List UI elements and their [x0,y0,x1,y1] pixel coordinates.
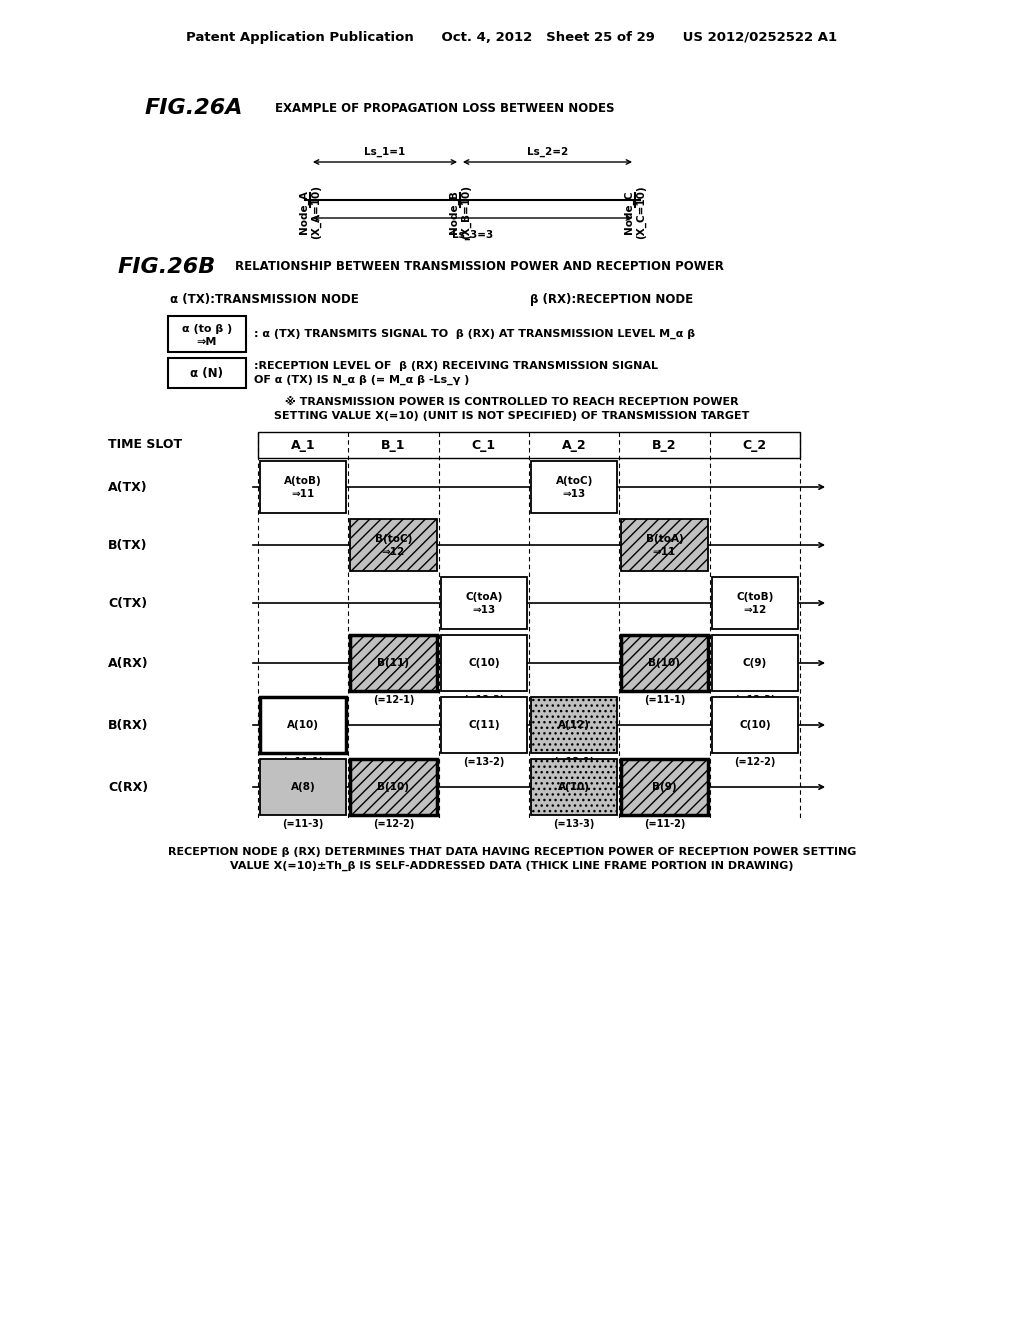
Text: (=11-2): (=11-2) [644,818,685,829]
Text: B(TX): B(TX) [108,539,147,552]
Bar [531,697,617,752]
Bar [712,577,798,630]
Text: SETTING VALUE X(=10) (UNIT IS NOT SPECIFIED) OF TRANSMISSION TARGET: SETTING VALUE X(=10) (UNIT IS NOT SPECIF… [274,411,750,421]
Text: ⇒M: ⇒M [197,337,217,347]
Text: B(10): B(10) [648,657,681,668]
Text: B(toA): B(toA) [645,535,683,544]
Bar [168,358,246,388]
Text: B_1: B_1 [381,438,406,451]
Text: (=12-2): (=12-2) [373,818,414,829]
Text: A(10): A(10) [558,781,590,792]
Text: (=12-2): (=12-2) [734,756,775,767]
Text: C(RX): C(RX) [108,780,148,793]
Text: A(RX): A(RX) [108,656,148,669]
Text: A(10): A(10) [287,719,319,730]
Text: : α (TX) TRANSMITS SIGNAL TO  β (RX) AT TRANSMISSION LEVEL M_α β: : α (TX) TRANSMITS SIGNAL TO β (RX) AT T… [254,329,695,339]
Bar [350,759,436,814]
Text: C_2: C_2 [742,438,767,451]
Text: B(10): B(10) [378,781,410,792]
Text: (=12-3): (=12-3) [734,696,775,705]
Bar [350,519,436,572]
Text: (=13-1): (=13-1) [554,756,595,767]
Bar [440,635,527,690]
Bar [260,461,346,513]
Bar [622,519,708,572]
Bar [350,635,436,690]
Bar [260,697,346,752]
Text: C(10): C(10) [739,719,771,730]
Text: :RECEPTION LEVEL OF  β (RX) RECEIVING TRANSMISSION SIGNAL: :RECEPTION LEVEL OF β (RX) RECEIVING TRA… [254,360,658,371]
Text: TIME SLOT: TIME SLOT [108,438,182,451]
Text: β (RX):RECEPTION NODE: β (RX):RECEPTION NODE [530,293,693,306]
Text: B_2: B_2 [652,438,677,451]
Bar [712,635,798,690]
Text: ⇒11: ⇒11 [292,488,314,499]
Bar [622,635,708,690]
Bar [260,759,346,814]
Text: A(toC): A(toC) [555,477,593,486]
Text: (=13-2): (=13-2) [463,756,505,767]
Text: ⇒13: ⇒13 [472,605,496,615]
Text: ⇒12: ⇒12 [382,546,406,557]
Text: FIG.26A: FIG.26A [145,98,244,117]
Bar [168,315,246,352]
Bar [440,577,527,630]
Text: B(toC): B(toC) [375,535,413,544]
Text: ⇒12: ⇒12 [743,605,766,615]
Bar [440,697,527,752]
Bar [622,759,708,814]
Text: A(12): A(12) [558,719,590,730]
Text: C(TX): C(TX) [108,597,147,610]
Text: (=13-3): (=13-3) [463,696,505,705]
Text: (=11-1): (=11-1) [644,696,685,705]
Text: RECEPTION NODE β (RX) DETERMINES THAT DATA HAVING RECEPTION POWER OF RECEPTION P: RECEPTION NODE β (RX) DETERMINES THAT DA… [168,847,856,857]
Text: C(10): C(10) [468,657,500,668]
Text: Patent Application Publication      Oct. 4, 2012   Sheet 25 of 29      US 2012/0: Patent Application Publication Oct. 4, 2… [186,32,838,45]
Text: C(toA): C(toA) [465,591,503,602]
Text: Node_A
(X_A=10): Node_A (X_A=10) [299,185,322,239]
Bar [712,697,798,752]
Text: C_1: C_1 [472,438,496,451]
Text: Node_B
(X_B=10): Node_B (X_B=10) [449,185,471,239]
Text: A(TX): A(TX) [108,480,147,494]
Bar [531,461,617,513]
Text: A(toB): A(toB) [285,477,322,486]
Text: B(11): B(11) [378,657,410,668]
Text: Node_C
(X_C=10): Node_C (X_C=10) [624,185,646,239]
Text: α (to β ): α (to β ) [182,323,232,334]
Text: (=11-1): (=11-1) [283,756,324,767]
Text: A_2: A_2 [562,438,587,451]
Text: (=12-1): (=12-1) [373,696,414,705]
Text: ※ TRANSMISSION POWER IS CONTROLLED TO REACH RECEPTION POWER: ※ TRANSMISSION POWER IS CONTROLLED TO RE… [286,397,738,407]
Text: B(9): B(9) [652,781,677,792]
Text: Ls_1=1: Ls_1=1 [365,147,406,157]
Text: C(9): C(9) [742,657,767,668]
Text: A(8): A(8) [291,781,315,792]
Bar [258,432,800,458]
Text: (=13-3): (=13-3) [554,818,595,829]
Text: C(toB): C(toB) [736,591,773,602]
Text: FIG.26B: FIG.26B [118,257,216,277]
Text: RELATIONSHIP BETWEEN TRANSMISSION POWER AND RECEPTION POWER: RELATIONSHIP BETWEEN TRANSMISSION POWER … [234,260,724,273]
Text: ⇒11: ⇒11 [653,546,676,557]
Text: α (N): α (N) [190,367,223,380]
Text: ⇒13: ⇒13 [562,488,586,499]
Text: C(11): C(11) [468,719,500,730]
Text: OF α (TX) IS N_α β (= M_α β -Ls_γ ): OF α (TX) IS N_α β (= M_α β -Ls_γ ) [254,375,469,385]
Text: Ls_3=3: Ls_3=3 [452,230,494,240]
Text: Ls_2=2: Ls_2=2 [527,147,568,157]
Text: EXAMPLE OF PROPAGATION LOSS BETWEEN NODES: EXAMPLE OF PROPAGATION LOSS BETWEEN NODE… [275,102,614,115]
Text: α (TX):TRANSMISSION NODE: α (TX):TRANSMISSION NODE [170,293,358,306]
Text: A_1: A_1 [291,438,315,451]
Text: B(RX): B(RX) [108,718,148,731]
Text: VALUE X(=10)±Th_β IS SELF-ADDRESSED DATA (THICK LINE FRAME PORTION IN DRAWING): VALUE X(=10)±Th_β IS SELF-ADDRESSED DATA… [230,861,794,871]
Text: (=11-3): (=11-3) [283,818,324,829]
Bar [531,759,617,814]
